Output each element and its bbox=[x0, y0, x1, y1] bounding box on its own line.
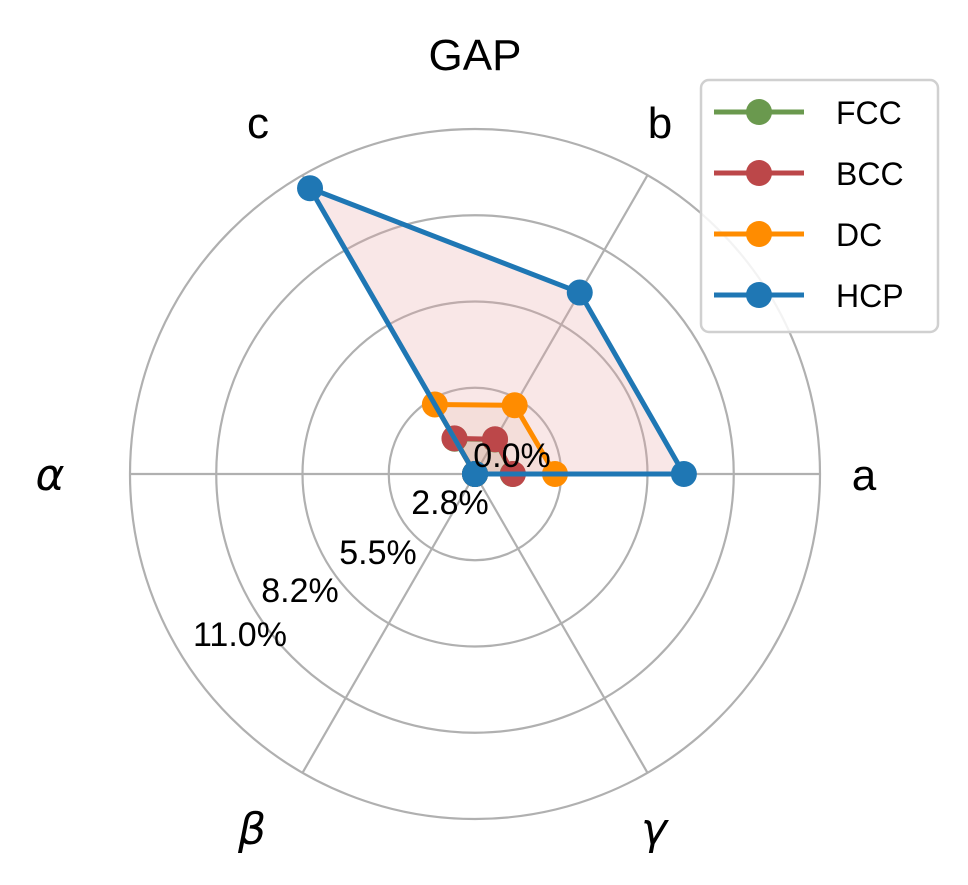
legend-label: BCC bbox=[836, 156, 904, 192]
chart-title: GAP bbox=[429, 31, 522, 80]
axis-label-5: γ bbox=[641, 804, 669, 855]
legend-item-bcc: BCC bbox=[714, 156, 904, 192]
data-point bbox=[501, 392, 528, 419]
grid-spoke bbox=[474, 174, 649, 475]
legend-marker bbox=[746, 160, 772, 186]
radial-tick-label: 0.0% bbox=[473, 437, 551, 475]
radial-tick-label: 5.5% bbox=[339, 534, 417, 572]
radial-tick-label: 11.0% bbox=[193, 616, 287, 654]
legend-frame bbox=[699, 78, 940, 334]
data-point bbox=[462, 461, 488, 487]
radial-tick-label: 2.8% bbox=[411, 484, 489, 522]
legend-item-dc: DC bbox=[714, 217, 882, 253]
axis-label-0: a bbox=[852, 451, 877, 500]
legend-label: HCP bbox=[836, 278, 904, 314]
axis-labels: a b c α β γ bbox=[35, 99, 876, 855]
radial-tick-labels: 0.0% 2.8% 5.5%8.2% 11.0% bbox=[193, 437, 551, 654]
axis-label-3: α bbox=[35, 450, 64, 501]
data-point bbox=[297, 175, 324, 202]
legend-item-fcc: FCC bbox=[714, 95, 902, 131]
legend-marker bbox=[746, 221, 772, 247]
grid-spoke bbox=[301, 473, 476, 774]
axis-label-2: c bbox=[247, 99, 269, 148]
legend-marker bbox=[746, 99, 772, 125]
data-point bbox=[670, 461, 697, 487]
radial-tick-label: 8.2% bbox=[261, 572, 339, 610]
legend-item-hcp: HCP bbox=[714, 278, 904, 314]
legend: FCC BCC DC HCP bbox=[699, 78, 940, 334]
legend-label: DC bbox=[836, 217, 882, 253]
axis-label-1: b bbox=[648, 99, 672, 148]
grid-spoke bbox=[474, 473, 649, 774]
legend-marker bbox=[746, 282, 772, 308]
data-point bbox=[482, 426, 509, 453]
series-hcp bbox=[297, 175, 697, 487]
series-fill-hcp bbox=[310, 188, 684, 474]
axis-label-4: β bbox=[237, 804, 266, 855]
series-lines bbox=[297, 175, 697, 487]
data-point bbox=[566, 279, 593, 306]
legend-label: FCC bbox=[836, 95, 902, 131]
